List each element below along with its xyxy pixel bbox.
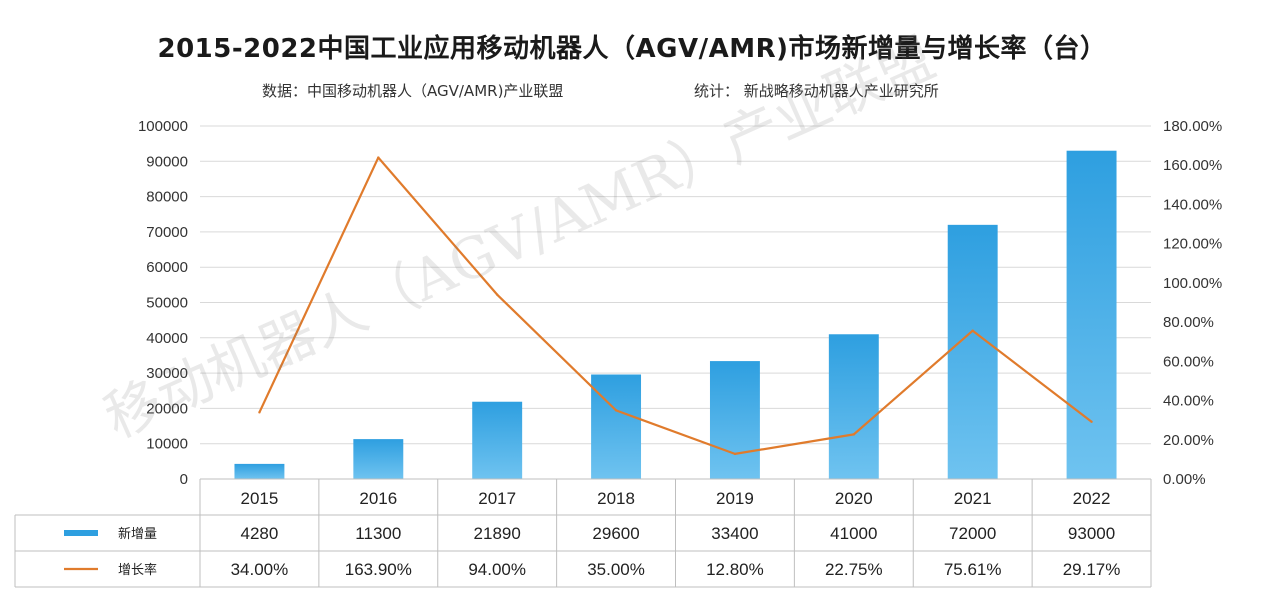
data-label-new-units: 33400 [711, 524, 758, 543]
y-tick-label-left: 100000 [138, 118, 188, 135]
line-point [377, 156, 380, 159]
x-category-label: 2017 [478, 489, 516, 508]
y-tick-label-right: 0.00% [1163, 471, 1206, 488]
y-tick-label-right: 80.00% [1163, 314, 1214, 331]
y-tick-label-right: 60.00% [1163, 353, 1214, 370]
data-label-growth-rate: 94.00% [468, 560, 526, 579]
bar [1066, 150, 1117, 479]
bar [234, 463, 285, 479]
y-tick-label-right: 180.00% [1163, 118, 1222, 135]
data-label-growth-rate: 35.00% [587, 560, 645, 579]
y-tick-label-left: 80000 [146, 189, 188, 206]
y-tick-label-right: 140.00% [1163, 196, 1222, 213]
chart-title: 2015-2022中国工业应用移动机器人（AGV/AMR)市场新增量与增长率（台… [157, 34, 1107, 64]
line-point [495, 293, 499, 296]
growth-rate-line [258, 156, 1093, 455]
legend-label-growth-rate: 增长率 [118, 562, 157, 578]
data-label-new-units: 4280 [241, 524, 279, 543]
y-tick-label-left: 0 [180, 471, 188, 488]
x-category-label: 2021 [954, 489, 992, 508]
line-point [971, 329, 974, 332]
y-tick-label-left: 20000 [146, 400, 188, 417]
y-tick-label-right: 160.00% [1163, 157, 1222, 174]
bar [947, 224, 998, 479]
x-category-label: 2016 [359, 489, 397, 508]
data-label-new-units: 29600 [592, 524, 639, 543]
data-label-growth-rate: 163.90% [345, 560, 412, 579]
data-label-growth-rate: 34.00% [231, 560, 289, 579]
data-label-new-units: 11300 [355, 524, 401, 543]
legend-bar-swatch [64, 530, 98, 536]
bar [709, 361, 760, 479]
data-label-new-units: 72000 [949, 524, 996, 543]
data-label-growth-rate: 29.17% [1063, 560, 1121, 579]
line-point [614, 409, 618, 412]
y-tick-label-left: 50000 [146, 295, 188, 312]
y-tick-label-left: 90000 [146, 153, 188, 170]
x-category-label: 2018 [597, 489, 635, 508]
bar [828, 334, 879, 479]
data-label-new-units: 41000 [830, 524, 877, 543]
y-tick-label-left: 70000 [146, 224, 188, 241]
stats-note: 统计： 新战略移动机器人产业研究所 [694, 82, 939, 100]
y-tick-label-right: 20.00% [1163, 432, 1214, 449]
data-label-growth-rate: 22.75% [825, 560, 883, 579]
line-point [1090, 420, 1093, 423]
x-category-label: 2019 [716, 489, 754, 508]
y-tick-label-left: 40000 [146, 330, 188, 347]
y-tick-label-right: 100.00% [1163, 275, 1222, 292]
line-point [258, 411, 261, 414]
y-tick-label-right: 120.00% [1163, 236, 1222, 253]
x-category-label: 2020 [835, 489, 873, 508]
y-tick-label-left: 10000 [146, 436, 188, 453]
x-category-label: 2022 [1073, 489, 1111, 508]
x-category-label: 2015 [241, 489, 279, 508]
data-label-new-units: 21890 [474, 524, 521, 543]
data-label-new-units: 93000 [1068, 524, 1115, 543]
data-label-growth-rate: 12.80% [706, 560, 764, 579]
bar [472, 401, 523, 479]
line-point [733, 452, 737, 456]
bar [591, 374, 642, 479]
bar [353, 439, 404, 479]
y-tick-label-left: 30000 [146, 365, 188, 382]
data-label-growth-rate: 75.61% [944, 560, 1002, 579]
source-note: 数据：中国移动机器人（AGV/AMR)产业联盟 [262, 82, 564, 100]
legend-label-new-units: 新增量 [118, 526, 157, 542]
y-tick-label-right: 40.00% [1163, 393, 1214, 410]
y-tick-label-left: 60000 [146, 259, 188, 276]
line-point [852, 433, 856, 436]
